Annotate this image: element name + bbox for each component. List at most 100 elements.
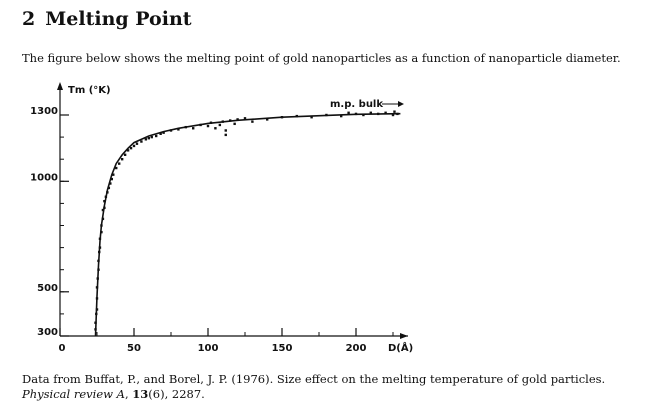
- caption-volume: 13: [132, 387, 149, 401]
- data-point: [110, 177, 113, 181]
- data-point: [144, 138, 148, 141]
- y-tick-label: 1300: [30, 106, 58, 117]
- data-point: [132, 144, 136, 148]
- data-point: [118, 162, 121, 165]
- data-point: [221, 120, 224, 123]
- data-point: [103, 199, 106, 203]
- y-tick-label: 500: [37, 283, 58, 294]
- data-point: [98, 237, 102, 240]
- data-point: [95, 312, 98, 316]
- data-point: [310, 116, 313, 119]
- data-point: [97, 268, 100, 271]
- x-axis-arrow: [400, 333, 408, 339]
- data-point: [280, 116, 284, 119]
- chart-axes: [57, 82, 408, 339]
- data-point: [384, 111, 387, 114]
- data-point: [123, 153, 127, 156]
- melting-point-figure: 300 500 1000 1300 0 50 100 150 200 Tm (°K) D(Å) m.p…: [20, 78, 440, 368]
- data-point: [155, 134, 158, 138]
- data-point: [100, 224, 103, 227]
- data-point: [103, 206, 106, 210]
- data-point: [98, 250, 101, 254]
- data-point: [101, 217, 105, 221]
- data-point: [159, 132, 162, 135]
- data-point: [266, 118, 269, 121]
- data-point: [162, 131, 165, 134]
- data-point: [393, 110, 396, 113]
- data-point: [229, 119, 232, 122]
- data-point: [109, 182, 112, 185]
- data-point: [340, 114, 343, 118]
- data-point: [115, 166, 118, 170]
- y-tick-label: 300: [37, 327, 58, 338]
- data-point: [233, 122, 236, 126]
- section-heading: 2 Melting Point: [22, 8, 192, 30]
- y-axis-label: Tm (°K): [68, 85, 111, 96]
- data-point: [106, 191, 109, 194]
- data-point: [377, 112, 380, 116]
- bulk-annotation: m.p. bulk: [330, 99, 383, 110]
- data-point: [94, 328, 97, 331]
- data-point: [295, 114, 298, 118]
- x-tick-label: 50: [127, 343, 141, 354]
- data-point: [150, 135, 153, 139]
- x-tick-label: 100: [198, 343, 219, 354]
- caption-source: Data from Buffat, P., and Borel, J. P. (…: [22, 372, 606, 386]
- data-point: [396, 112, 399, 116]
- data-point: [135, 142, 139, 145]
- data-point: [243, 117, 247, 120]
- x-tick-label: 150: [272, 343, 293, 354]
- bulk-arrow-head: [398, 101, 404, 107]
- data-point: [184, 125, 187, 129]
- data-points-group: [94, 110, 399, 331]
- data-point: [96, 277, 99, 280]
- section-number: 2: [22, 8, 36, 30]
- caption-separator: ,: [124, 387, 133, 401]
- data-point: [95, 286, 99, 289]
- data-point: [104, 195, 108, 198]
- fit-curve: [94, 112, 401, 337]
- data-point: [112, 173, 115, 176]
- data-point: [347, 111, 350, 114]
- data-point: [140, 140, 143, 143]
- melting-point-chart: 300 500 1000 1300 0 50 100 150 200 Tm (°K) D(Å) m.p…: [30, 82, 413, 354]
- data-point: [206, 124, 210, 128]
- x-axis-label: D(Å): [388, 341, 413, 354]
- data-point: [147, 137, 150, 140]
- data-point: [224, 133, 227, 137]
- data-point: [97, 259, 100, 263]
- data-point: [199, 123, 202, 127]
- data-point: [251, 120, 254, 123]
- data-point: [218, 123, 222, 127]
- data-point: [129, 146, 133, 150]
- figure-caption: Data from Buffat, P., and Borel, J. P. (…: [22, 372, 605, 402]
- data-point: [126, 149, 130, 152]
- data-point: [192, 127, 195, 130]
- data-point: [362, 113, 365, 117]
- data-point: [224, 129, 227, 132]
- data-point: [101, 208, 105, 212]
- data-point: [214, 127, 217, 130]
- data-point: [391, 113, 395, 117]
- data-point: [94, 321, 97, 324]
- fit-curve-group: [94, 112, 401, 337]
- y-tick-label: 1000: [30, 172, 58, 183]
- intro-paragraph: The figure below shows the melting point…: [22, 51, 621, 65]
- data-point: [95, 308, 99, 311]
- data-point: [120, 158, 124, 161]
- caption-journal: Physical review A: [22, 387, 125, 401]
- section-title: Melting Point: [45, 8, 192, 30]
- data-point: [169, 129, 173, 132]
- y-axis-arrow: [57, 82, 63, 90]
- data-point: [354, 112, 358, 116]
- x-tick-label: 0: [59, 343, 66, 354]
- chart-ticks: [59, 114, 394, 337]
- data-point: [95, 297, 99, 300]
- data-point: [98, 246, 102, 249]
- x-tick-label: 200: [346, 343, 367, 354]
- data-point: [369, 111, 372, 114]
- data-point: [100, 230, 103, 234]
- chart-labels-group: 300 500 1000 1300 0 50 100 150 200 Tm (°K) D(Å) m.p…: [30, 85, 413, 354]
- data-point: [325, 113, 328, 117]
- data-point: [107, 186, 111, 190]
